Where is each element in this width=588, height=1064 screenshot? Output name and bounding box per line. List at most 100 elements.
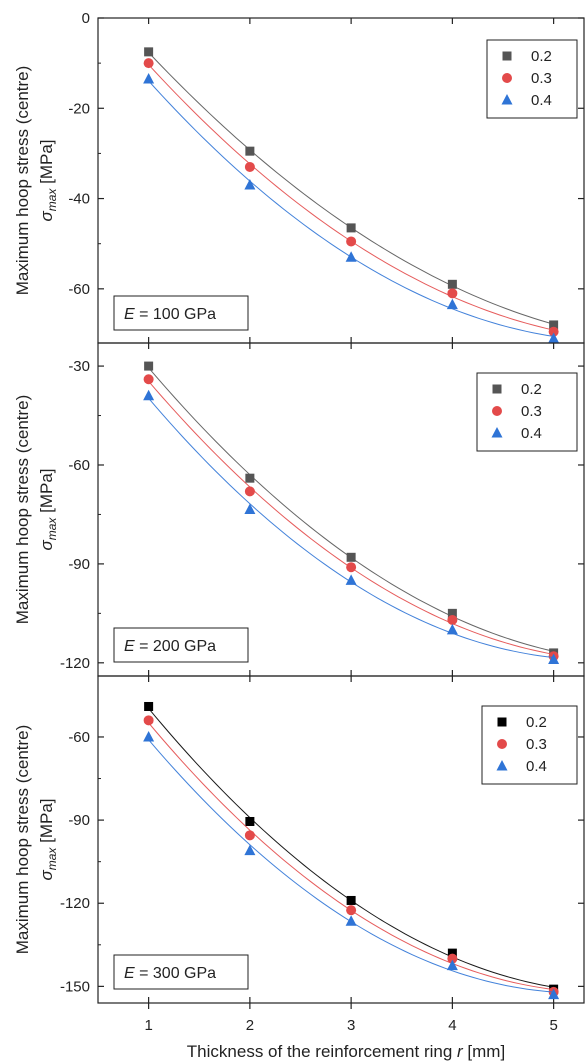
legend-label: 0.3 (531, 70, 552, 87)
annotation: E = 100 GPa (113, 295, 249, 331)
y-axis-label: Maximum hoop stress (centre) (13, 66, 32, 296)
legend-label: 0.3 (526, 736, 547, 753)
y-tick-label: -20 (68, 100, 90, 117)
annotation-text: E = 300 GPa (124, 965, 216, 982)
annotation-variable: E (124, 965, 135, 982)
y-axis-symbol: σ (37, 540, 56, 551)
y-tick-label: -150 (60, 978, 90, 995)
data-point (143, 730, 155, 742)
legend: 0.2 0.3 0.4 (481, 705, 578, 785)
legend-marker (496, 760, 508, 771)
y-axis-symbol-label: σmax [MPa] (37, 468, 59, 550)
legend-marker (502, 73, 512, 83)
legend-label: 0.4 (521, 425, 542, 442)
annotation-text: E = 200 GPa (124, 638, 216, 655)
annotation-variable: E (124, 638, 135, 655)
y-tick-label: -30 (68, 358, 90, 375)
data-point (143, 374, 154, 385)
plot-frame (97, 675, 585, 1004)
data-point (446, 298, 458, 310)
data-point (447, 279, 457, 289)
panel-2: -30 -60 -90 -120 0.2 0.3 0.4 E = 200 GPa Maximum… (13, 342, 585, 677)
legend-marker (492, 384, 502, 394)
data-point (245, 146, 255, 156)
y-axis-symbol: σ (37, 870, 56, 881)
data-point (244, 503, 256, 514)
data-point (346, 223, 356, 233)
y-tick-label: -40 (68, 191, 90, 208)
legend-label: 0.2 (526, 714, 547, 731)
data-point (144, 47, 154, 57)
y-tick-label: -60 (68, 729, 90, 746)
x-axis-text: Thickness of the reinforcement ring (187, 1042, 457, 1061)
x-axis-unit: [mm] (463, 1042, 506, 1061)
panel-1: 0 -20 -40 -60 0.2 0.3 0.4 E = 100 GPa Maximum ho… (13, 10, 585, 344)
annotation-text: E = 100 GPa (124, 306, 216, 323)
data-point (244, 161, 255, 172)
data-point (245, 816, 255, 826)
panel-3: -60 -90 -120 -150 1 2 3 4 5 0.2 0.3 0.4 E = 300 GPa M… (13, 675, 585, 1061)
data-point (447, 953, 458, 964)
annotation-value: = 200 GPa (135, 638, 216, 655)
data-point (143, 389, 155, 401)
x-tick-label: 1 (144, 1017, 152, 1034)
x-tick-label: 2 (246, 1017, 254, 1034)
legend-marker (502, 51, 512, 61)
data-point (244, 486, 255, 497)
y-axis-label: Maximum hoop stress (centre) (13, 395, 32, 625)
data-point (446, 959, 458, 971)
annotation-value: = 300 GPa (135, 965, 216, 982)
y-tick-label: -120 (60, 655, 90, 672)
data-point (548, 653, 560, 665)
y-tick-label: -60 (68, 281, 90, 298)
y-axis-unit: [MPa] (37, 798, 56, 847)
y-tick-label: -120 (60, 895, 90, 912)
data-point (346, 236, 357, 247)
data-point (244, 844, 256, 856)
data-point (346, 895, 356, 905)
x-tick-label: 5 (549, 1017, 557, 1034)
legend-label: 0.2 (531, 48, 552, 65)
data-point (447, 948, 457, 958)
data-point (548, 326, 559, 337)
annotation: E = 300 GPa (113, 954, 249, 990)
data-point (244, 830, 255, 841)
legend: 0.2 0.3 0.4 (486, 39, 578, 119)
annotation-box (113, 295, 249, 331)
y-axis-symbol-label: σmax [MPa] (37, 798, 59, 880)
data-point (346, 552, 356, 562)
data-point (143, 58, 154, 69)
annotation-value: = 100 GPa (135, 306, 216, 323)
data-point (447, 608, 457, 618)
annotation-box (113, 627, 249, 663)
y-tick-label: -90 (68, 556, 90, 573)
y-axis-symbol: σ (37, 211, 56, 222)
data-point (143, 72, 155, 84)
data-point (446, 623, 458, 635)
data-point (244, 179, 256, 190)
y-axis-label: Maximum hoop stress (centre) (13, 725, 32, 955)
legend-marker (491, 427, 503, 438)
x-axis-label: Thickness of the reinforcement ring r [m… (187, 1042, 505, 1061)
y-axis-unit: [MPa] (37, 468, 56, 517)
legend-marker (497, 739, 507, 749)
data-point (346, 905, 357, 916)
data-point (345, 574, 357, 585)
y-axis-subscript: max (45, 517, 59, 541)
data-point (548, 988, 560, 1000)
data-point (346, 562, 357, 573)
annotation-box (113, 954, 249, 990)
y-tick-label: -90 (68, 812, 90, 829)
data-point (143, 715, 154, 726)
y-axis-symbol-label: σmax [MPa] (37, 139, 59, 221)
y-tick-label: -60 (68, 457, 90, 474)
data-point (144, 701, 154, 711)
annotation: E = 200 GPa (113, 627, 249, 663)
data-point (345, 915, 357, 926)
x-axis-variable: r (457, 1042, 464, 1061)
legend-marker (497, 717, 507, 727)
data-point (447, 614, 458, 625)
legend-box (486, 39, 578, 119)
annotation-variable: E (124, 306, 135, 323)
legend-label: 0.2 (521, 381, 542, 398)
